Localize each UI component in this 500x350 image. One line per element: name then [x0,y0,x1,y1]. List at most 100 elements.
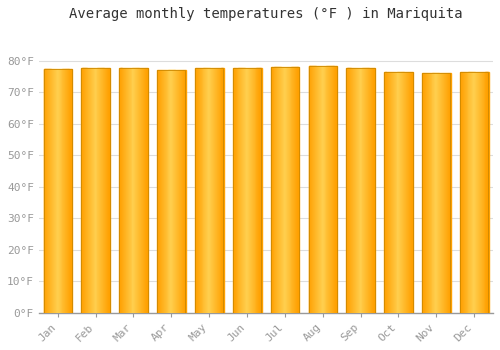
Bar [427,73,428,313]
Bar [356,69,357,313]
Bar [434,73,435,313]
Bar [464,72,466,313]
Bar [461,72,462,313]
Bar [137,69,138,313]
Bar [328,65,330,313]
Bar [486,72,488,313]
Bar [234,69,235,313]
Bar [96,68,98,313]
Bar [430,73,431,313]
Bar [44,69,45,313]
Bar [170,70,172,313]
Bar [254,69,256,313]
Bar [464,72,465,313]
Bar [142,69,144,313]
Bar [98,68,100,313]
Bar [181,70,182,313]
Bar [238,69,239,313]
Bar [124,69,126,313]
Bar [200,69,202,313]
Bar [49,69,50,313]
Bar [195,69,196,313]
Bar [202,69,204,313]
Bar [55,69,56,313]
Bar [390,72,391,313]
Bar [220,69,221,313]
Bar [319,65,320,313]
Bar [392,72,393,313]
Bar [405,72,406,313]
Bar [96,68,97,313]
Bar [482,72,483,313]
Bar [94,68,96,313]
Bar [332,65,334,313]
Bar [348,69,350,313]
Bar [360,69,361,313]
Bar [352,69,354,313]
Bar [320,65,321,313]
Bar [62,69,63,313]
Bar [71,69,72,313]
Bar [89,68,90,313]
Bar [240,69,242,313]
Bar [353,69,354,313]
Bar [157,70,186,313]
Bar [108,68,109,313]
Bar [460,72,462,313]
Bar [106,68,108,313]
Bar [436,73,438,313]
Bar [446,73,448,313]
Bar [174,70,176,313]
Bar [109,68,110,313]
Bar [480,72,481,313]
Bar [123,69,124,313]
Bar [251,69,252,313]
Bar [336,65,338,313]
Bar [102,68,104,313]
Bar [247,69,248,313]
Bar [445,73,446,313]
Bar [62,69,64,313]
Bar [44,69,72,313]
Bar [407,72,408,313]
Bar [122,69,124,313]
Bar [286,66,287,313]
Bar [448,73,450,313]
Bar [53,69,54,313]
Bar [163,70,164,313]
Bar [177,70,178,313]
Bar [292,66,294,313]
Bar [132,69,133,313]
Bar [481,72,482,313]
Bar [364,69,366,313]
Bar [146,69,148,313]
Bar [84,68,86,313]
Bar [127,69,128,313]
Bar [425,73,426,313]
Bar [388,72,390,313]
Bar [134,69,135,313]
Bar [103,68,104,313]
Bar [212,69,214,313]
Bar [60,69,62,313]
Bar [168,70,170,313]
Bar [281,66,282,313]
Bar [128,69,129,313]
Bar [370,69,372,313]
Bar [210,69,212,313]
Bar [234,69,236,313]
Bar [176,70,178,313]
Bar [367,69,368,313]
Bar [250,69,251,313]
Bar [316,65,318,313]
Bar [474,72,476,313]
Bar [422,73,450,313]
Bar [92,68,93,313]
Bar [482,72,484,313]
Bar [56,69,57,313]
Bar [172,70,174,313]
Bar [175,70,176,313]
Bar [372,69,373,313]
Title: Average monthly temperatures (°F ) in Mariquita: Average monthly temperatures (°F ) in Ma… [69,7,462,21]
Bar [252,69,254,313]
